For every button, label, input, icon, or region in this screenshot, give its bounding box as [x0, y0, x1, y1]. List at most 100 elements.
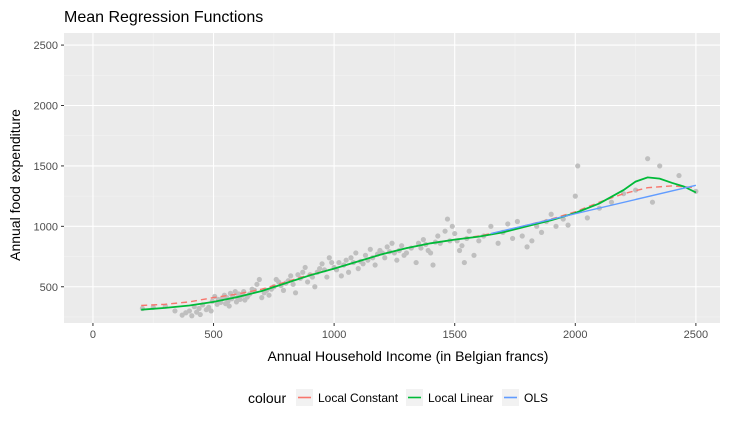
series-line-ols [490, 184, 697, 235]
data-point [345, 269, 352, 275]
data-point [430, 262, 436, 268]
data-point [372, 262, 378, 268]
data-point [226, 303, 232, 309]
data-point [362, 252, 369, 258]
data-point [329, 259, 335, 266]
legend: colour Local Constant Local Linear OLS [248, 389, 548, 406]
data-point [514, 218, 521, 225]
data-point [565, 222, 571, 228]
data-point [459, 243, 465, 249]
data-point [676, 172, 682, 179]
data-point [290, 281, 296, 287]
data-point [657, 163, 663, 169]
data-point [266, 292, 272, 298]
data-point [620, 191, 627, 197]
legend-label: Local Constant [318, 391, 399, 405]
legend-title: colour [248, 390, 286, 406]
data-point [208, 308, 214, 314]
data-point [280, 287, 287, 293]
data-point [632, 187, 639, 193]
data-point [259, 295, 265, 301]
data-point [399, 243, 405, 249]
data-point [548, 211, 554, 217]
data-point [367, 246, 373, 252]
data-point [360, 261, 366, 267]
data-point [304, 279, 311, 285]
data-point [608, 199, 615, 205]
data-point [461, 259, 467, 266]
data-point [355, 266, 361, 272]
data-point [382, 255, 388, 261]
y-tick-label: 1500 [34, 161, 58, 173]
y-axis-title: Annual food expenditure [7, 109, 23, 261]
data-point [444, 216, 451, 222]
data-point [575, 163, 581, 169]
legend-label: Local Linear [428, 391, 493, 405]
data-point [505, 221, 511, 227]
data-point [256, 276, 262, 283]
data-point [317, 266, 323, 272]
data-point [319, 261, 325, 267]
data-point [300, 269, 306, 275]
data-point [488, 223, 494, 229]
data-point [529, 238, 535, 244]
data-point [389, 240, 395, 246]
x-tick-label: 2000 [563, 329, 587, 341]
data-point [427, 250, 434, 256]
data-point [394, 257, 400, 263]
y-tick-label: 1000 [34, 221, 58, 233]
data-point [649, 199, 656, 205]
data-point [326, 255, 332, 261]
data-point [189, 313, 195, 319]
data-point [384, 244, 390, 250]
data-point [196, 305, 202, 312]
panel-background [64, 33, 720, 323]
data-point [538, 229, 545, 235]
data-point [403, 250, 410, 256]
series-line-local-linear [141, 176, 697, 311]
data-point [324, 274, 330, 280]
plot-panel [64, 33, 720, 323]
data-point [343, 257, 349, 263]
data-point [413, 259, 419, 266]
x-tick-label: 0 [90, 329, 96, 341]
data-point [254, 281, 260, 287]
y-tick-label: 2000 [34, 101, 58, 113]
x-tick-label: 2500 [684, 329, 708, 341]
data-point [172, 308, 178, 314]
data-point [645, 156, 651, 162]
data-point [572, 193, 578, 199]
data-point [456, 247, 463, 254]
data-point [466, 228, 472, 234]
data-point [197, 311, 203, 318]
data-point [348, 255, 354, 261]
data-point [524, 244, 530, 250]
data-point [338, 273, 344, 279]
legend-label: OLS [524, 391, 548, 405]
data-point [292, 290, 299, 296]
data-point [288, 273, 294, 279]
data-point [449, 223, 455, 229]
y-axis-ticks: 500 1000 1500 2000 2500 [34, 40, 64, 294]
x-axis-ticks: 0 500 1000 1500 2000 2500 [90, 323, 708, 341]
x-tick-label: 1000 [322, 329, 346, 341]
data-point [186, 308, 193, 314]
x-axis-title: Annual Household Income (in Belgian fran… [268, 348, 549, 364]
data-point [418, 245, 424, 251]
data-point [452, 230, 458, 237]
x-tick-label: 1500 [442, 329, 466, 341]
data-point [312, 284, 318, 290]
data-point [237, 296, 243, 303]
plot-title: Mean Regression Functions [64, 9, 263, 26]
data-point [442, 228, 448, 234]
y-tick-label: 2500 [34, 40, 58, 52]
x-tick-label: 500 [204, 329, 222, 341]
data-point [584, 215, 590, 221]
data-point [336, 259, 342, 266]
data-point [420, 237, 426, 243]
data-point [495, 240, 501, 246]
data-point [471, 252, 477, 258]
scatter-points [139, 156, 699, 319]
